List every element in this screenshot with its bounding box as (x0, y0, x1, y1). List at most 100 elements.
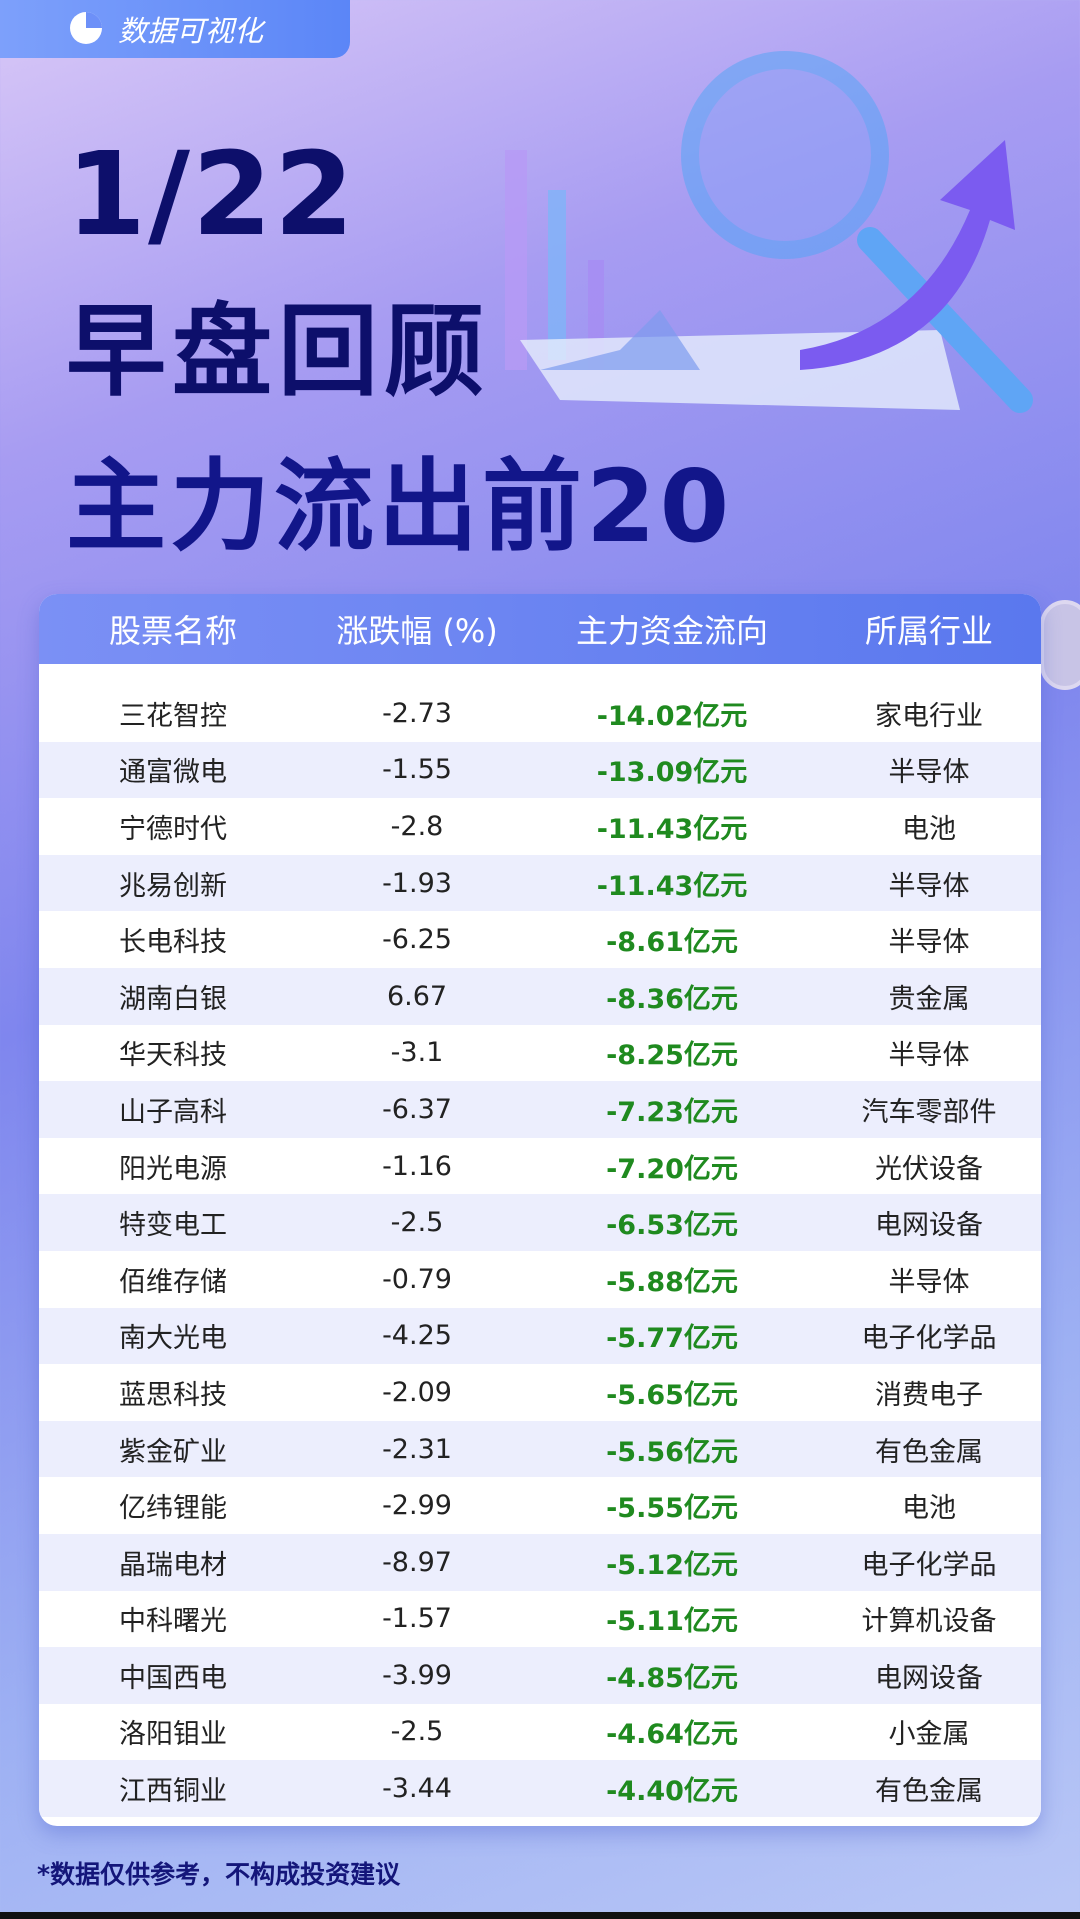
cell-stock-name: 洛阳钼业 (119, 1719, 227, 1751)
cell-stock-name: 江西铜业 (119, 1776, 227, 1808)
table-row: 三花智控 -2.73 -14.02亿元 家电行业 (39, 685, 1041, 742)
cell-change-pct: -8.97 (382, 1546, 452, 1578)
scroll-handle[interactable] (1040, 600, 1080, 690)
cell-change-pct: -2.5 (390, 1207, 444, 1239)
table-body: 三花智控 -2.73 -14.02亿元 家电行业 通富微电 -1.55 -13.09亿元 半导… (39, 664, 1041, 1817)
cell-main-flow: -13.09亿元 (596, 757, 748, 789)
cell-change-pct: -1.57 (382, 1603, 452, 1635)
cell-stock-name: 山子高科 (119, 1096, 227, 1128)
cell-change-pct: -6.37 (382, 1093, 452, 1125)
header-main-flow: 主力资金流向 (575, 612, 768, 650)
cell-industry: 半导体 (888, 757, 970, 789)
cell-change-pct: -2.09 (382, 1376, 452, 1408)
cell-main-flow: -5.77亿元 (606, 1323, 738, 1355)
cell-industry: 有色金属 (875, 1776, 983, 1808)
cell-change-pct: -3.44 (382, 1773, 452, 1805)
table-header: 股票名称 涨跌幅 (%) 主力资金流向 所属行业 (39, 594, 1041, 664)
title-date: 1/22 (66, 128, 357, 262)
cell-main-flow: -8.36亿元 (606, 983, 738, 1015)
cell-change-pct: -1.55 (382, 754, 452, 786)
title-line2: 早盘回顾 (66, 293, 490, 410)
header-industry: 所属行业 (864, 612, 993, 650)
cell-industry: 电子化学品 (861, 1549, 997, 1581)
cell-stock-name: 特变电工 (119, 1210, 227, 1242)
cell-change-pct: -1.93 (382, 867, 452, 899)
pie-chart-icon (70, 12, 102, 44)
cell-main-flow: -14.02亿元 (596, 700, 748, 732)
cell-stock-name: 南大光电 (119, 1323, 227, 1355)
table-row: 佰维存储 -0.79 -5.88亿元 半导体 (39, 1251, 1041, 1308)
cell-main-flow: -7.23亿元 (606, 1096, 738, 1128)
cell-industry: 贵金属 (888, 983, 970, 1015)
cell-main-flow: -11.43亿元 (596, 870, 748, 902)
cell-main-flow: -5.56亿元 (606, 1436, 738, 1468)
cell-industry: 电池 (902, 1493, 956, 1525)
cell-stock-name: 兆易创新 (119, 870, 227, 902)
cell-main-flow: -5.88亿元 (606, 1266, 738, 1298)
table-row: 山子高科 -6.37 -7.23亿元 汽车零部件 (39, 1081, 1041, 1138)
table-row: 洛阳钼业 -2.5 -4.64亿元 小金属 (39, 1704, 1041, 1761)
cell-change-pct: -2.8 (390, 810, 444, 842)
cell-main-flow: -4.40亿元 (606, 1776, 738, 1808)
brand-tab: 数据可视化 (0, 0, 350, 58)
cell-change-pct: -2.73 (382, 697, 452, 729)
table-row: 湖南白银 6.67 -8.36亿元 贵金属 (39, 967, 1041, 1025)
cell-change-pct: 6.67 (386, 980, 448, 1012)
table-row: 兆易创新 -1.93 -11.43亿元 半导体 (39, 854, 1041, 912)
table-row: 中国西电 -3.99 -4.85亿元 电网设备 (39, 1647, 1041, 1704)
cell-change-pct: -6.25 (382, 924, 452, 956)
table-row: 晶瑞电材 -8.97 -5.12亿元 电子化学品 (39, 1533, 1041, 1591)
cell-main-flow: -11.43亿元 (596, 813, 748, 845)
cell-industry: 家电行业 (875, 700, 983, 732)
cell-change-pct: -2.31 (382, 1433, 452, 1465)
cell-industry: 半导体 (888, 927, 970, 959)
cell-stock-name: 佰维存储 (119, 1266, 227, 1298)
magnifier-chart-illustration (505, 51, 1033, 413)
table-row: 蓝思科技 -2.09 -5.65亿元 消费电子 (39, 1364, 1041, 1421)
cell-stock-name: 亿纬锂能 (119, 1493, 227, 1525)
table-row: 中科曙光 -1.57 -5.11亿元 计算机设备 (39, 1591, 1041, 1648)
cell-change-pct: -2.5 (390, 1716, 444, 1748)
cell-stock-name: 通富微电 (119, 757, 227, 789)
cell-stock-name: 紫金矿业 (119, 1436, 227, 1468)
header-stock-name: 股票名称 (108, 612, 237, 650)
cell-main-flow: -5.65亿元 (606, 1379, 738, 1411)
cell-industry: 小金属 (888, 1719, 970, 1751)
cell-change-pct: -3.1 (390, 1037, 444, 1069)
cell-industry: 电子化学品 (861, 1323, 997, 1355)
title-line3: 主力流出前20 (66, 448, 734, 565)
cell-main-flow: -5.11亿元 (606, 1606, 738, 1638)
table-row: 特变电工 -2.5 -6.53亿元 电网设备 (39, 1194, 1041, 1251)
table-row: 江西铜业 -3.44 -4.40亿元 有色金属 (39, 1760, 1041, 1817)
cell-stock-name: 晶瑞电材 (119, 1549, 227, 1581)
table-row: 紫金矿业 -2.31 -5.56亿元 有色金属 (39, 1420, 1041, 1478)
cell-stock-name: 蓝思科技 (119, 1379, 227, 1411)
cell-industry: 半导体 (888, 1266, 970, 1298)
cell-change-pct: -1.16 (382, 1150, 452, 1182)
cell-industry: 电网设备 (875, 1662, 983, 1694)
cell-industry: 电网设备 (875, 1210, 983, 1242)
cell-stock-name: 湖南白银 (119, 983, 227, 1015)
cell-change-pct: -3.99 (382, 1659, 452, 1691)
cell-main-flow: -4.85亿元 (606, 1662, 738, 1694)
cell-industry: 半导体 (888, 870, 970, 902)
cell-industry: 有色金属 (875, 1436, 983, 1468)
cell-main-flow: -5.12亿元 (606, 1549, 738, 1581)
cell-stock-name: 华天科技 (119, 1040, 227, 1072)
table-row: 华天科技 -3.1 -8.25亿元 半导体 (39, 1025, 1041, 1082)
disclaimer: *数据仅供参考，不构成投资建议 (37, 1860, 401, 1889)
cell-stock-name: 三花智控 (119, 700, 227, 732)
cell-industry: 电池 (902, 813, 956, 845)
table-row: 南大光电 -4.25 -5.77亿元 电子化学品 (39, 1307, 1041, 1365)
cell-main-flow: -4.64亿元 (606, 1719, 738, 1751)
cell-industry: 光伏设备 (875, 1153, 983, 1185)
cell-stock-name: 长电科技 (119, 927, 227, 959)
cell-change-pct: -0.79 (382, 1263, 452, 1295)
table-row: 阳光电源 -1.16 -7.20亿元 光伏设备 (39, 1138, 1041, 1195)
cell-main-flow: -8.61亿元 (606, 927, 738, 959)
table-row: 亿纬锂能 -2.99 -5.55亿元 电池 (39, 1477, 1041, 1534)
table-row: 长电科技 -6.25 -8.61亿元 半导体 (39, 911, 1041, 968)
cell-industry: 消费电子 (875, 1379, 983, 1411)
table-row: 宁德时代 -2.8 -11.43亿元 电池 (39, 798, 1041, 855)
cell-industry: 半导体 (888, 1040, 970, 1072)
